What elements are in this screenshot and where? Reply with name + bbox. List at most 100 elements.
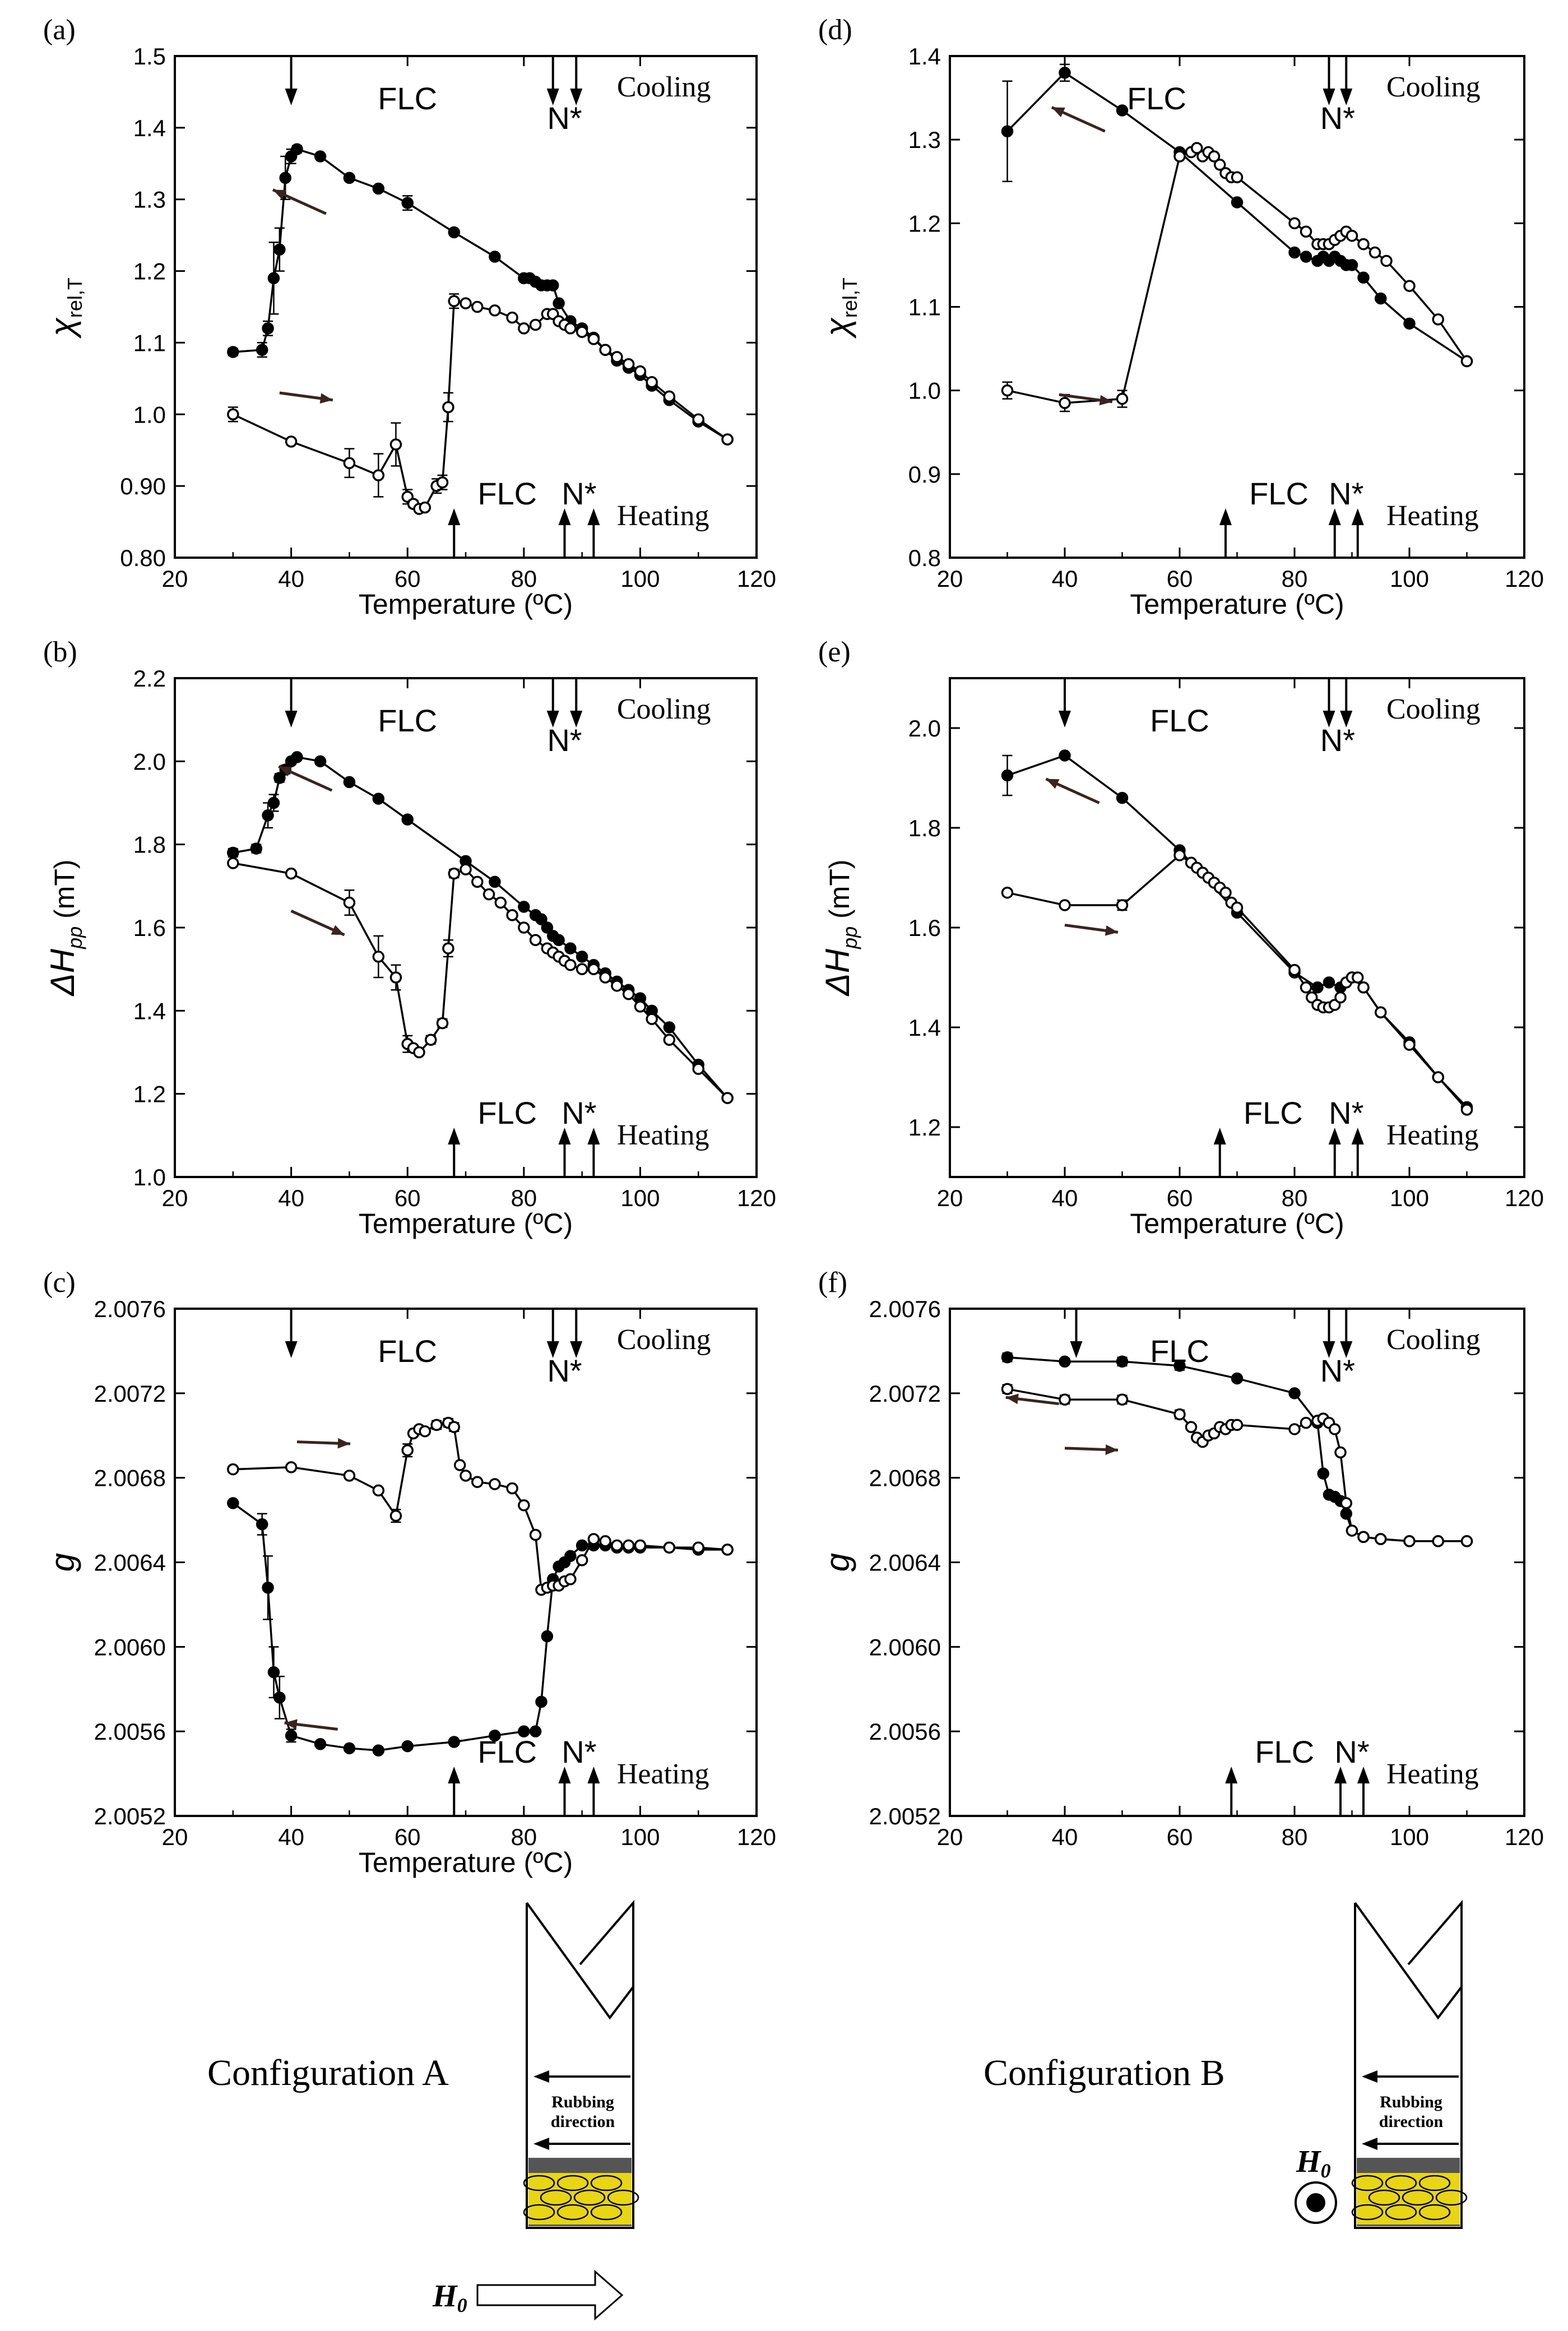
y-tick-label: 2.0 — [908, 715, 941, 742]
arrow-head — [1323, 89, 1335, 105]
data-point-heating — [448, 295, 460, 308]
data-point-heating — [506, 1482, 518, 1495]
data-point-cooling — [1001, 1351, 1014, 1364]
data-point-heating — [227, 408, 239, 421]
data-point-heating — [1116, 392, 1129, 405]
data-point-cooling — [1375, 292, 1387, 305]
data-point-cooling — [1231, 196, 1244, 208]
heating-nstar-label: N* — [562, 1734, 596, 1769]
data-point-heating — [663, 1034, 676, 1046]
data-point-heating — [587, 333, 600, 345]
trend-arrow-head — [1099, 395, 1112, 406]
field-label: H0 — [432, 2279, 467, 2316]
data-point-heating — [424, 1034, 437, 1046]
heating-nstar-label: N* — [562, 1095, 596, 1130]
data-point-cooling — [1059, 67, 1071, 79]
plot-frame — [174, 677, 758, 1178]
data-point-heating — [1368, 246, 1381, 259]
data-point-heating — [1432, 1071, 1444, 1083]
data-point-heating — [529, 1528, 542, 1541]
data-point-cooling — [1346, 259, 1358, 271]
data-point-heating — [576, 326, 588, 338]
data-point-heating — [471, 875, 484, 888]
data-point-cooling — [273, 772, 286, 784]
data-point-heating — [1231, 1419, 1244, 1431]
series-line-heating — [1007, 146, 1468, 404]
arrow-head — [1334, 1767, 1347, 1783]
x-tick-label: 80 — [1282, 566, 1308, 592]
y-tick-label: 0.9 — [908, 461, 941, 488]
y-tick-label: 2.0060 — [94, 1634, 166, 1660]
x-tick-label: 80 — [1282, 1185, 1308, 1211]
data-point-heating — [692, 413, 704, 425]
data-point-heating — [634, 1539, 647, 1552]
data-point-cooling — [663, 1021, 676, 1034]
x-tick-label: 60 — [395, 566, 421, 592]
x-tick-label: 40 — [1052, 566, 1078, 592]
data-point-cooling — [343, 1742, 356, 1755]
y-tick-label: 2.0060 — [869, 1634, 941, 1660]
plot-frame — [949, 1308, 1525, 1817]
data-point-heating — [1460, 1535, 1473, 1547]
arrow-head — [587, 1128, 600, 1144]
lc-molecule — [590, 2175, 623, 2191]
x-tick-label: 40 — [278, 1185, 304, 1211]
data-point-heating — [436, 476, 449, 489]
x-axis-label: Temperature (ºC) — [359, 1847, 573, 1878]
x-axis-label: Temperature (ºC) — [359, 588, 573, 620]
x-tick-label: 120 — [737, 1824, 776, 1850]
data-point-heating — [1300, 1416, 1312, 1429]
data-point-cooling — [518, 901, 530, 913]
data-point-heating — [721, 433, 734, 446]
rubbing-arrow-head — [534, 2070, 549, 2083]
data-point-cooling — [314, 1738, 327, 1750]
cooling-label: Cooling — [1386, 1324, 1481, 1356]
data-point-cooling — [576, 951, 588, 963]
data-point-cooling — [535, 913, 548, 925]
data-point-heating — [576, 1554, 588, 1567]
data-point-cooling — [267, 796, 280, 809]
arrow-head — [285, 89, 298, 105]
data-point-heating — [372, 951, 385, 963]
data-point-heating — [430, 1419, 443, 1431]
data-point-heating — [599, 971, 611, 984]
arrow-head — [1328, 1128, 1341, 1144]
data-point-heating — [646, 376, 658, 388]
data-point-cooling — [489, 875, 501, 888]
data-point-heating — [634, 365, 647, 378]
data-point-heating — [494, 896, 507, 909]
data-point-heating — [389, 1509, 402, 1522]
data-point-cooling — [291, 751, 303, 763]
panel-label: (e) — [818, 636, 851, 668]
y-tick-label: 1.4 — [133, 115, 166, 141]
data-point-heating — [489, 1478, 501, 1490]
data-point-heating — [506, 311, 518, 324]
lc-molecule — [523, 2175, 555, 2191]
data-point-heating — [448, 867, 460, 880]
data-point-heating — [1375, 1533, 1387, 1545]
data-point-heating — [1432, 1535, 1444, 1547]
arrow-head — [1219, 508, 1232, 525]
arrow-head — [448, 1767, 461, 1783]
arrow-head — [570, 89, 583, 105]
data-point-heating — [663, 390, 676, 403]
rubbing-label: direction — [1379, 2112, 1444, 2131]
data-point-heating — [576, 963, 588, 975]
y-tick-label: 0.8 — [908, 545, 941, 571]
arrow-head — [546, 711, 559, 727]
data-point-cooling — [1116, 104, 1129, 117]
data-point-heating — [1173, 1408, 1186, 1421]
configuration-diagrams: Configuration ARubbingdirectionH0Configu… — [207, 1899, 1468, 2321]
x-tick-label: 20 — [162, 1824, 188, 1850]
data-point-cooling — [1001, 125, 1014, 137]
trend-arrow-head — [1105, 1444, 1118, 1455]
data-point-heating — [489, 304, 501, 317]
lc-molecule — [590, 2204, 623, 2221]
lc-molecule — [1418, 2175, 1451, 2191]
data-point-heating — [471, 300, 484, 313]
y-tick-label: 2.0072 — [94, 1380, 166, 1407]
heating-nstar-label: N* — [1334, 1734, 1369, 1769]
data-point-heating — [587, 1533, 600, 1545]
series-line-cooling — [232, 1502, 728, 1751]
